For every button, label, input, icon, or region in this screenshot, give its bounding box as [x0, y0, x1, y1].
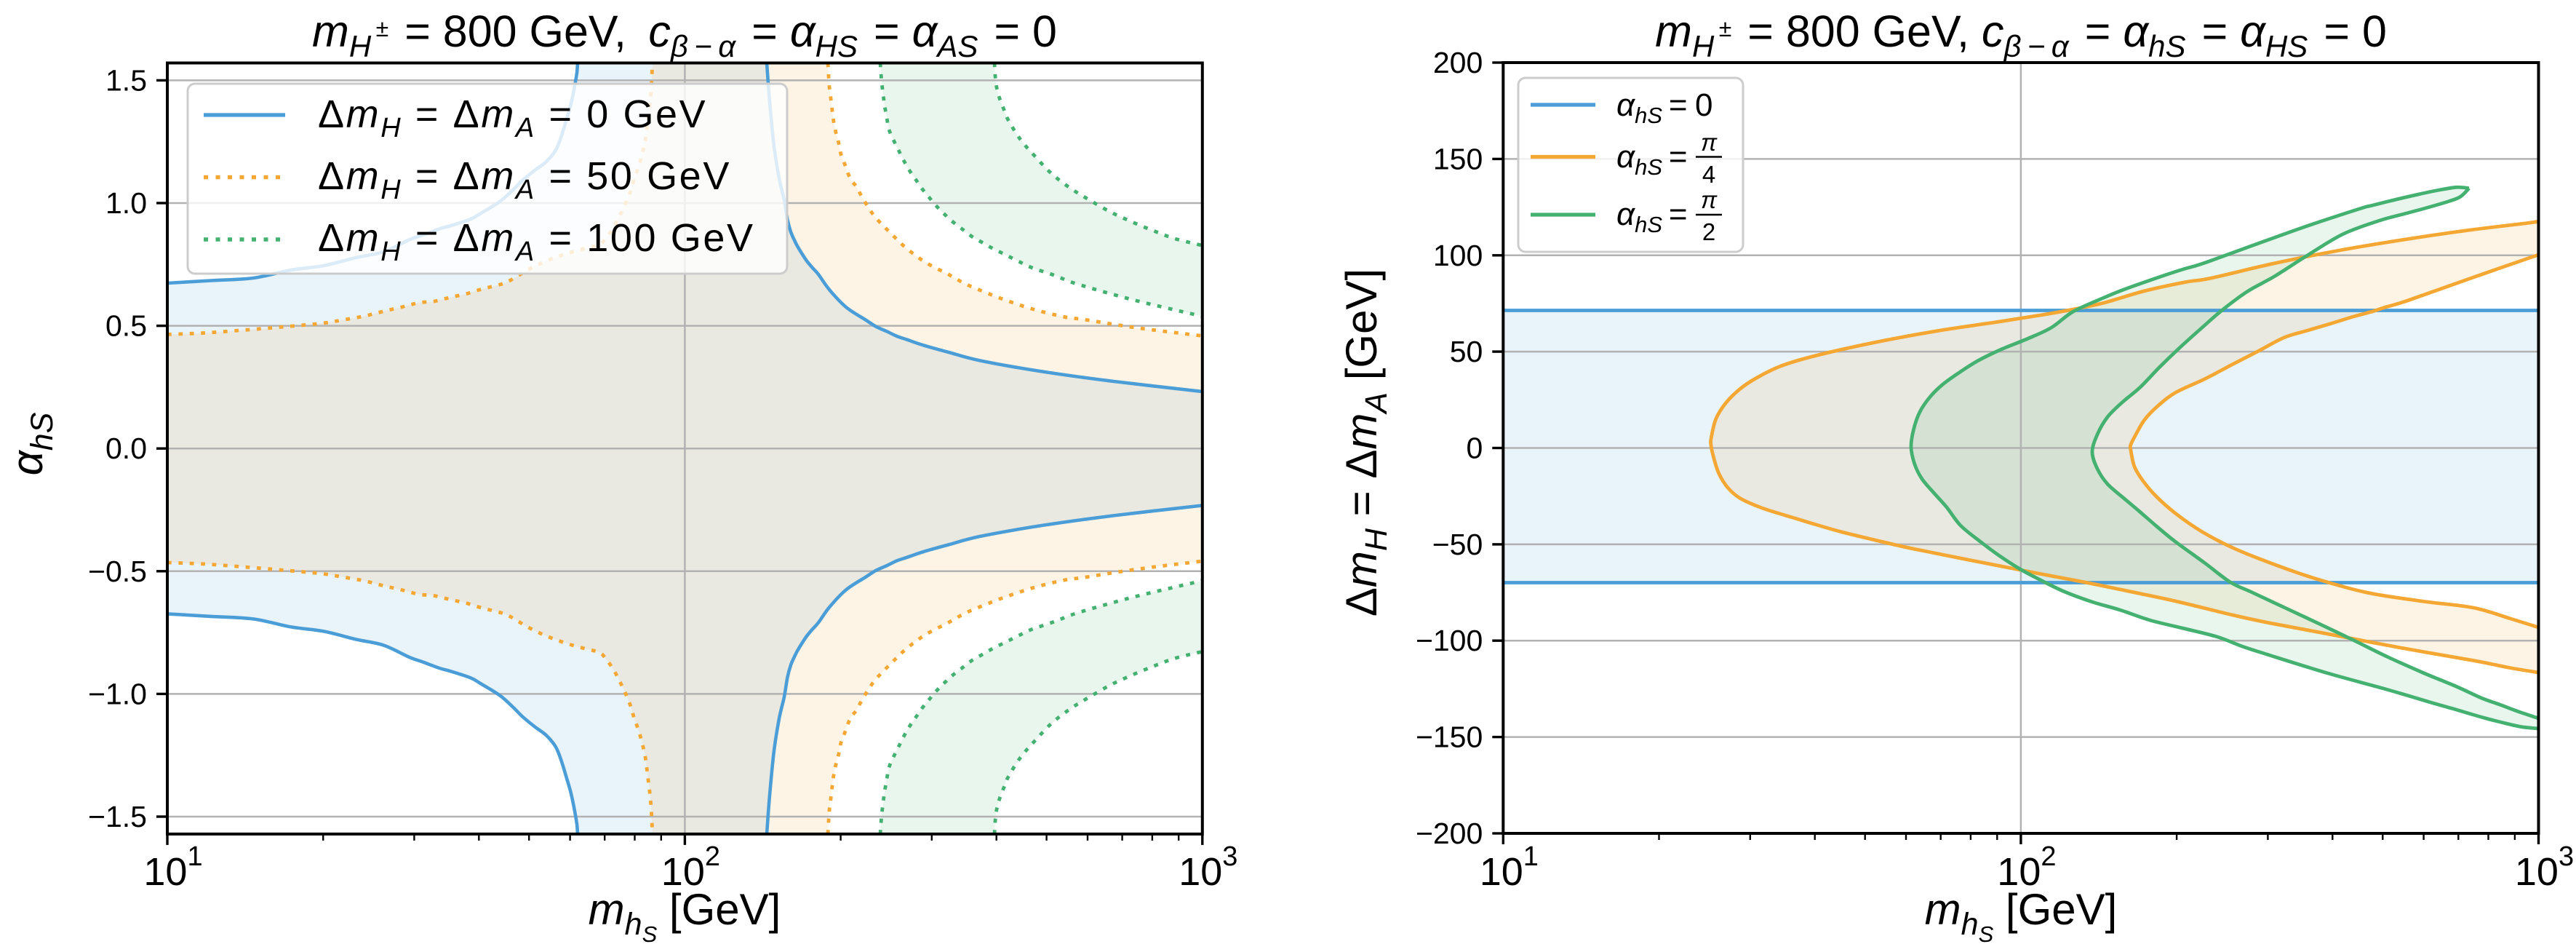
- svg-text:0: 0: [1695, 87, 1712, 123]
- svg-text:200: 200: [1433, 46, 1483, 79]
- svg-text:0.0: 0.0: [105, 432, 147, 465]
- svg-text:mhS [GeV]: mhS [GeV]: [1925, 885, 2118, 944]
- svg-text:0.5: 0.5: [105, 309, 147, 343]
- svg-text:−50: −50: [1432, 528, 1483, 561]
- svg-text:−1.0: −1.0: [88, 677, 147, 710]
- svg-text:mhS [GeV]: mhS [GeV]: [589, 885, 781, 944]
- svg-text:π: π: [1701, 186, 1718, 213]
- svg-text:−100: −100: [1416, 624, 1483, 657]
- svg-text:0: 0: [1466, 432, 1483, 465]
- svg-text:αhS =: αhS =: [1616, 197, 1694, 237]
- svg-text:50: 50: [1450, 335, 1483, 368]
- svg-text:αhS: αhS: [3, 412, 60, 475]
- svg-text:ΔmH = ΔmA [GeV]: ΔmH = ΔmA [GeV]: [1337, 269, 1394, 616]
- svg-text:π: π: [1701, 129, 1718, 156]
- svg-text:−150: −150: [1416, 721, 1483, 754]
- svg-text:−0.5: −0.5: [88, 555, 147, 588]
- svg-text:4: 4: [1702, 161, 1715, 188]
- svg-text:αhS =: αhS =: [1616, 87, 1694, 128]
- svg-text:1.5: 1.5: [105, 63, 147, 97]
- svg-text:αhS =: αhS =: [1616, 139, 1694, 180]
- svg-text:1.0: 1.0: [105, 186, 147, 220]
- svg-text:−200: −200: [1416, 817, 1483, 850]
- svg-text:2: 2: [1702, 218, 1715, 245]
- svg-text:100: 100: [1433, 239, 1483, 272]
- svg-text:ΔmH = ΔmA = 100 GeV: ΔmH = ΔmA = 100 GeV: [318, 216, 755, 267]
- svg-text:150: 150: [1433, 142, 1483, 175]
- svg-text:ΔmH = ΔmA = 0 GeV: ΔmH = ΔmA = 0 GeV: [318, 92, 707, 143]
- svg-text:−1.5: −1.5: [88, 800, 147, 833]
